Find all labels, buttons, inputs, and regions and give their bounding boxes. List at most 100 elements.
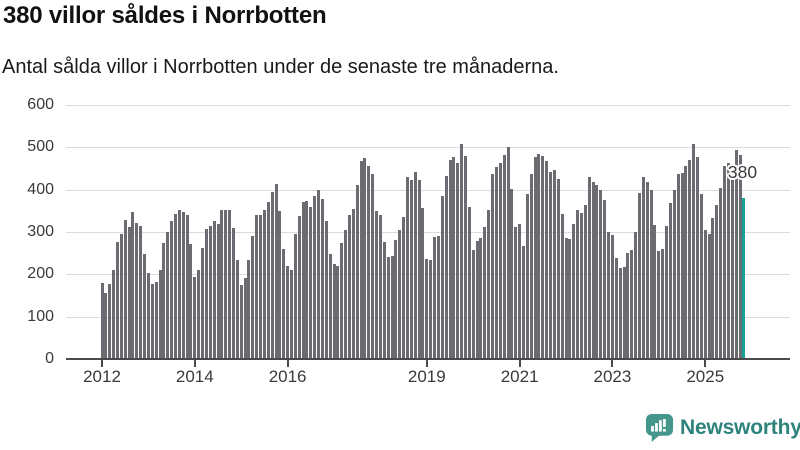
bar bbox=[390, 256, 394, 359]
x-tick-2019 bbox=[425, 360, 428, 367]
bar bbox=[100, 282, 104, 359]
bar bbox=[641, 177, 645, 359]
newsworthy-logo-icon bbox=[645, 413, 674, 443]
x-tick-label-2012: 2012 bbox=[83, 367, 121, 386]
bar bbox=[552, 170, 556, 359]
bar bbox=[510, 188, 514, 359]
bar bbox=[305, 200, 309, 359]
bar bbox=[297, 216, 301, 359]
bar bbox=[286, 266, 290, 359]
bar bbox=[444, 175, 448, 359]
bar bbox=[591, 181, 595, 359]
bar bbox=[324, 220, 328, 359]
gridline-300 bbox=[66, 232, 790, 233]
bar bbox=[170, 220, 174, 359]
bar bbox=[173, 213, 177, 359]
bar bbox=[479, 237, 483, 359]
bar bbox=[398, 230, 402, 359]
x-tick-2016 bbox=[286, 360, 289, 367]
bar bbox=[332, 263, 336, 359]
bar-highlight-latest bbox=[742, 198, 746, 359]
bar bbox=[363, 158, 367, 359]
newsworthy-branding: Newsworthy bbox=[645, 413, 800, 443]
bar bbox=[239, 285, 243, 359]
bar bbox=[235, 259, 239, 359]
bar bbox=[707, 233, 711, 359]
bar bbox=[436, 236, 440, 359]
bar bbox=[730, 168, 734, 359]
bar bbox=[483, 226, 487, 359]
bar bbox=[645, 182, 649, 359]
bar bbox=[197, 269, 201, 359]
bar bbox=[711, 217, 715, 359]
bar bbox=[568, 239, 572, 359]
bar bbox=[680, 172, 684, 359]
bar bbox=[123, 219, 127, 359]
bar bbox=[405, 177, 409, 359]
bar bbox=[726, 163, 730, 359]
bar bbox=[487, 209, 491, 359]
bar bbox=[529, 173, 533, 359]
bar bbox=[115, 242, 119, 359]
bar bbox=[216, 224, 220, 359]
y-tick-label-0: 0 bbox=[45, 350, 54, 367]
bar bbox=[452, 157, 456, 359]
bar bbox=[514, 226, 518, 359]
x-tick-label-2025: 2025 bbox=[686, 367, 725, 386]
y-tick-label-100: 100 bbox=[27, 307, 54, 325]
x-tick-2023 bbox=[611, 360, 614, 367]
bar bbox=[703, 230, 707, 359]
bar bbox=[386, 257, 390, 359]
bar bbox=[672, 189, 676, 359]
bar bbox=[699, 193, 703, 359]
bar bbox=[583, 204, 587, 359]
x-tick-2025 bbox=[704, 360, 707, 367]
bar bbox=[564, 238, 568, 359]
bar bbox=[634, 231, 638, 359]
bar bbox=[278, 210, 282, 359]
x-tick-2012 bbox=[101, 360, 103, 367]
bar bbox=[525, 193, 529, 359]
chart-subtitle: Antal sålda villor i Norrbotten under de… bbox=[2, 56, 559, 78]
bar bbox=[610, 234, 614, 359]
bar bbox=[471, 250, 475, 359]
bar bbox=[498, 162, 502, 359]
bar bbox=[367, 165, 371, 359]
bar bbox=[649, 190, 653, 359]
bar bbox=[715, 205, 719, 359]
bar bbox=[494, 166, 498, 359]
bar bbox=[630, 250, 634, 359]
bar bbox=[556, 179, 560, 359]
bar bbox=[382, 242, 386, 359]
bar bbox=[622, 266, 626, 359]
bar bbox=[502, 154, 506, 359]
bar bbox=[653, 225, 657, 359]
bar bbox=[638, 193, 641, 359]
bar bbox=[313, 195, 317, 359]
bar bbox=[189, 243, 193, 359]
bar bbox=[185, 214, 189, 359]
bar bbox=[614, 258, 618, 359]
bar bbox=[537, 154, 541, 359]
bar bbox=[433, 237, 437, 359]
bar bbox=[518, 223, 522, 359]
x-tick-label-2016: 2016 bbox=[268, 367, 307, 386]
bar bbox=[576, 209, 580, 359]
bar bbox=[603, 199, 607, 359]
bar bbox=[204, 228, 208, 359]
bar bbox=[162, 242, 166, 359]
bar bbox=[522, 245, 525, 359]
bar bbox=[599, 190, 603, 359]
bar bbox=[143, 254, 147, 359]
bar bbox=[572, 223, 576, 359]
x-axis-line bbox=[66, 358, 790, 360]
bar bbox=[506, 146, 510, 359]
x-tick-label-2021: 2021 bbox=[500, 367, 539, 386]
bar bbox=[259, 214, 263, 359]
bar bbox=[421, 207, 425, 359]
bar bbox=[738, 154, 742, 359]
bar bbox=[661, 248, 665, 359]
bar bbox=[460, 144, 464, 359]
